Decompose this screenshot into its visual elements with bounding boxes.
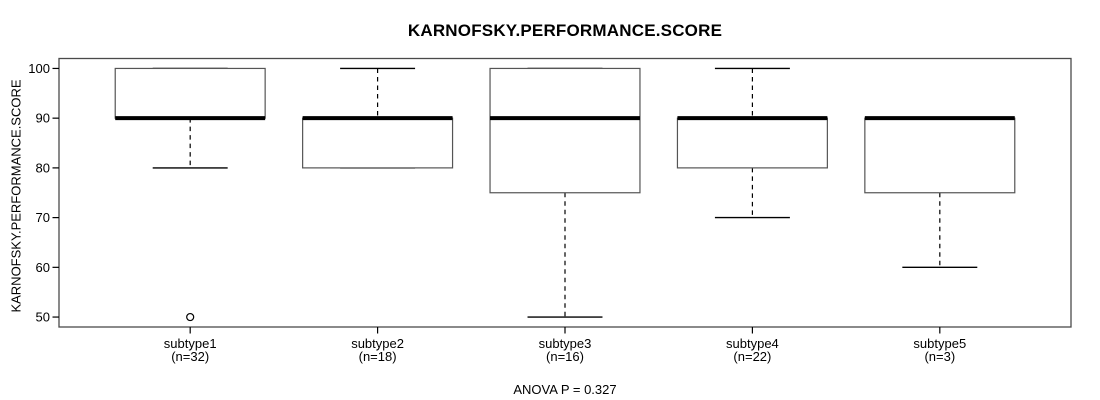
y-tick-label: 80	[36, 160, 50, 175]
x-category-label: subtype2	[351, 336, 404, 351]
y-tick-label: 60	[36, 260, 50, 275]
box-group-subtype4	[676, 67, 828, 219]
x-category-sublabel: (n=18)	[359, 349, 397, 364]
chart-title: KARNOFSKY.PERFORMANCE.SCORE	[407, 21, 723, 40]
iqr-box	[114, 67, 266, 119]
outlier-point	[186, 312, 195, 322]
box-group-subtype5	[864, 116, 1016, 269]
box-group-subtype1	[114, 67, 266, 322]
box-group-subtype3	[489, 67, 641, 318]
x-category-sublabel: (n=32)	[171, 349, 209, 364]
x-category-label: subtype5	[913, 336, 966, 351]
iqr-box	[489, 67, 641, 194]
y-tick-label: 100	[28, 61, 50, 76]
iqr-box	[302, 117, 454, 169]
anova-p-annotation: ANOVA P = 0.327	[513, 382, 617, 397]
x-category-label: subtype1	[164, 336, 217, 351]
y-tick-label: 50	[36, 310, 50, 325]
iqr-box	[676, 117, 828, 169]
x-category-sublabel: (n=22)	[733, 349, 771, 364]
y-tick-label: 70	[36, 210, 50, 225]
box-group-subtype2	[302, 67, 454, 169]
x-category-label: subtype4	[726, 336, 779, 351]
x-category-sublabel: (n=3)	[924, 349, 955, 364]
x-category-label: subtype3	[539, 336, 592, 351]
x-category-sublabel: (n=16)	[546, 349, 584, 364]
iqr-box	[864, 117, 1016, 194]
y-tick-label: 90	[36, 111, 50, 126]
